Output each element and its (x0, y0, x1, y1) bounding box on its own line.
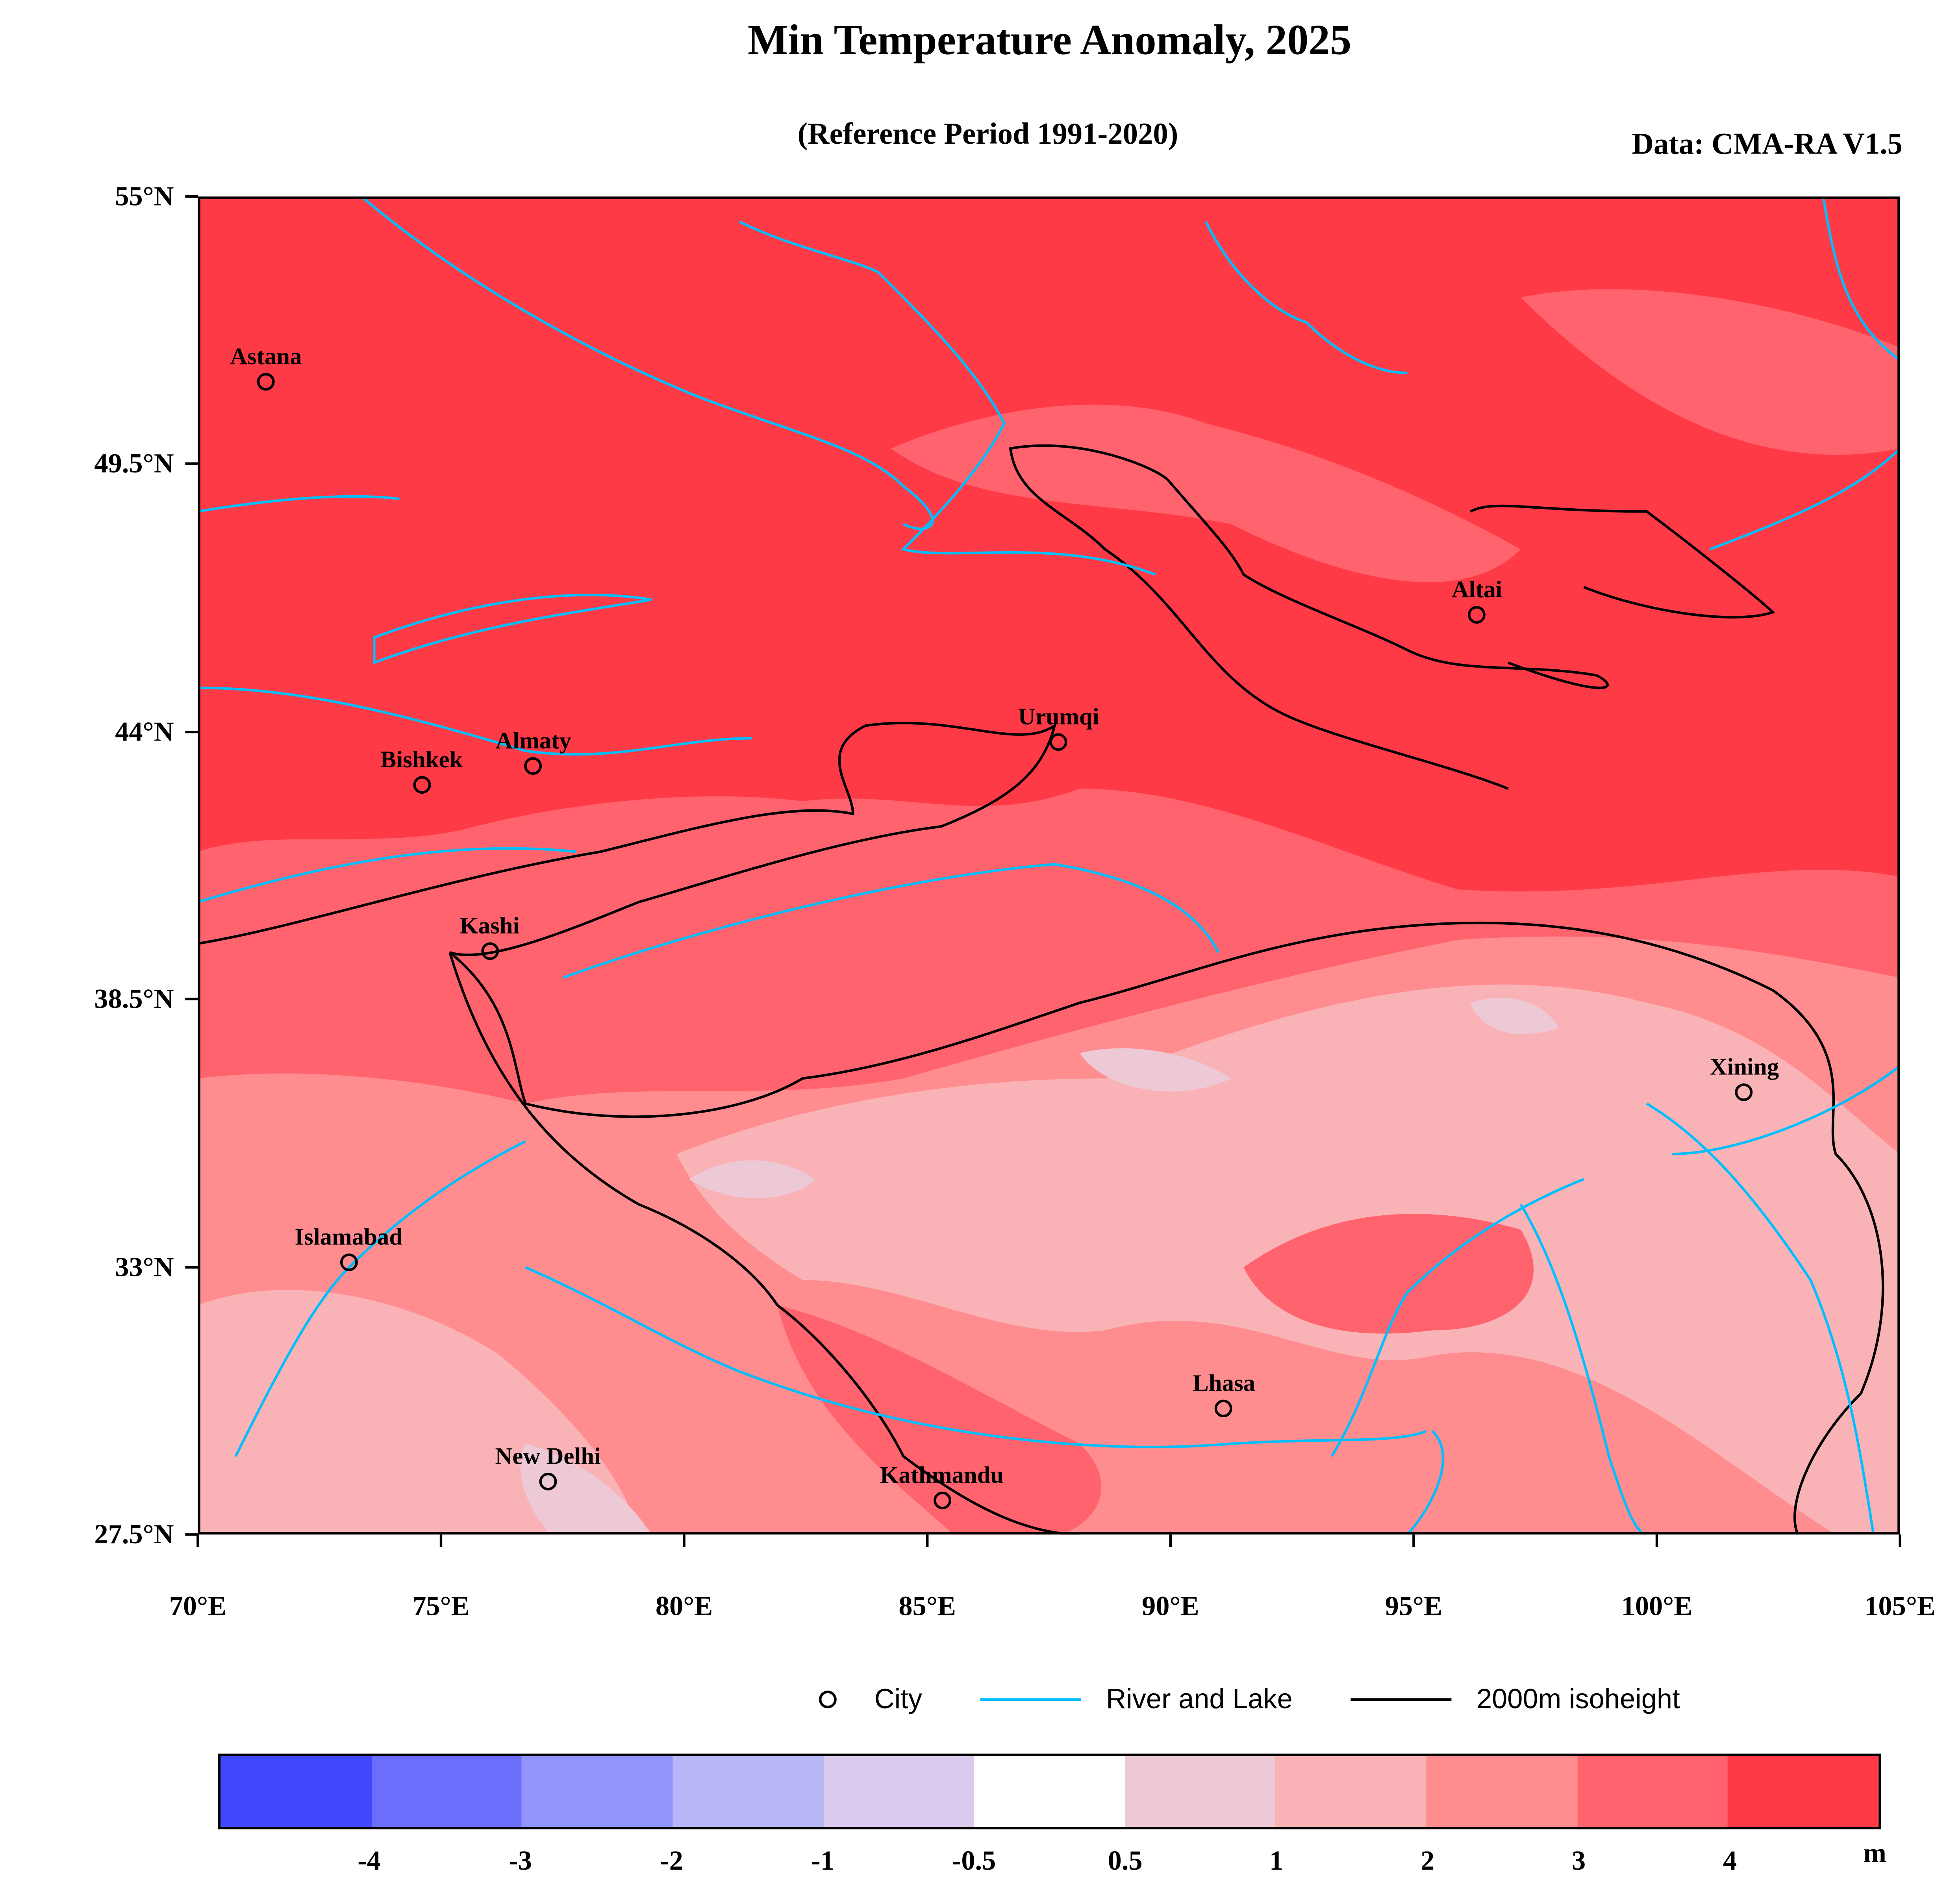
lat-tick-label: 27.5°N (94, 1518, 174, 1550)
colorbar-swatch (672, 1756, 824, 1827)
colorbar-tick-label: -1 (811, 1844, 834, 1876)
city-marker (539, 1472, 557, 1490)
lon-tick (926, 1534, 929, 1547)
colorbar-tick-label: 3 (1572, 1844, 1586, 1876)
colorbar-tick-label: 4 (1723, 1844, 1737, 1876)
colorbar-tick-label: -2 (660, 1844, 683, 1876)
lat-tick-label: 38.5°N (94, 983, 174, 1015)
lon-tick-label: 70°E (169, 1590, 227, 1622)
anomaly-region-1-2 (198, 984, 1900, 1535)
rivers-and-lakes (198, 196, 1900, 1535)
lat-tick-label: 44°N (115, 715, 174, 747)
legend-isoheight-label: 2000m isoheight (1476, 1683, 1680, 1715)
colorbar-tick-label: -0.5 (952, 1844, 996, 1876)
colorbar-swatch (1577, 1756, 1728, 1827)
lon-tick-label: 85°E (898, 1590, 956, 1622)
colorbar-tick-label: 2 (1421, 1844, 1435, 1876)
lat-tick-label: 55°N (115, 180, 174, 212)
city-label: Almaty (495, 728, 571, 755)
colorbar-tick-label: 0.5 (1108, 1844, 1143, 1876)
legend: City River and Lake 2000m isoheight (819, 1683, 1738, 1716)
lon-tick-label: 80°E (655, 1590, 713, 1622)
city-label: Xining (1710, 1054, 1779, 1081)
city-marker-icon (819, 1691, 837, 1709)
city-label: Astana (230, 343, 302, 370)
lat-tick (185, 195, 198, 198)
legend-river-label: River and Lake (1106, 1683, 1293, 1715)
isoheight-2000m (198, 444, 1884, 1535)
city-label: Kashi (459, 913, 520, 939)
data-source: Data: CMA-RA V1.5 (1632, 128, 1903, 161)
colorbar-swatch (371, 1756, 522, 1827)
lon-tick-label: 75°E (412, 1590, 470, 1622)
lon-tick-label: 100°E (1621, 1590, 1693, 1622)
lon-tick-label: 105°E (1864, 1590, 1936, 1622)
lon-tick-label: 90°E (1142, 1590, 1199, 1622)
lon-tick-label: 95°E (1385, 1590, 1443, 1622)
chart-subtitle: (Reference Period 1991-2020) (797, 118, 1178, 151)
lon-tick (1655, 1534, 1658, 1547)
lon-tick (1899, 1534, 1901, 1547)
colorbar-swatch (1728, 1756, 1879, 1827)
legend-city-label: City (874, 1683, 923, 1715)
anomaly-region-3-4-south (777, 1214, 1534, 1535)
colorbar-swatch (974, 1756, 1125, 1827)
colorbar-swatch (1275, 1756, 1426, 1827)
plot-frame (198, 196, 1900, 1535)
city-label: New Delhi (495, 1443, 601, 1470)
river-line-icon (980, 1698, 1081, 1701)
city-label: Lhasa (1193, 1370, 1256, 1397)
city-label: Kathmandu (880, 1463, 1004, 1489)
city-label: Bishkek (380, 747, 463, 774)
city-marker (339, 1253, 358, 1271)
city-marker (481, 942, 498, 960)
chart-title: Min Temperature Anomaly, 2025 (747, 17, 1352, 65)
lon-tick (1169, 1534, 1172, 1547)
city-label: Islamabad (295, 1224, 403, 1251)
lat-tick-label: 33°N (115, 1250, 174, 1282)
city-marker (1050, 732, 1068, 750)
lon-tick (439, 1534, 443, 1547)
city-marker (413, 776, 430, 794)
colorbar-swatch (823, 1756, 974, 1827)
lat-tick-label: 49.5°N (94, 448, 174, 480)
colorbar-swatch (1426, 1756, 1577, 1827)
lon-tick (683, 1534, 685, 1547)
colorbar-tick-label: -3 (509, 1844, 532, 1876)
colorbar-swatch (220, 1756, 371, 1827)
lat-tick (185, 998, 198, 1001)
legend-river: River and Lake (980, 1683, 1293, 1716)
city-marker (1468, 606, 1486, 624)
city-marker (1215, 1399, 1233, 1417)
city-marker (257, 372, 275, 391)
colorbar-tick-label: 1 (1269, 1844, 1284, 1876)
city-label: Urumqi (1018, 704, 1099, 730)
colorbar (218, 1754, 1881, 1829)
lat-tick (185, 730, 198, 733)
city-marker (933, 1491, 951, 1509)
lon-tick (196, 1534, 199, 1547)
lat-tick (185, 1265, 198, 1268)
colorbar-unit: m (1863, 1837, 1886, 1868)
isoheight-line-icon (1351, 1698, 1451, 1701)
colorbar-swatch (1125, 1756, 1276, 1827)
legend-city: City (819, 1683, 922, 1716)
anomaly-map (198, 196, 1900, 1535)
colorbar-swatch (522, 1756, 673, 1827)
lat-tick (185, 1533, 198, 1536)
legend-isoheight: 2000m isoheight (1351, 1683, 1680, 1716)
city-label: Altai (1451, 577, 1502, 604)
colorbar-tick-label: -4 (358, 1844, 381, 1876)
lon-tick (1412, 1534, 1415, 1547)
lat-tick (185, 463, 198, 466)
city-marker (524, 757, 543, 775)
city-marker (1735, 1083, 1753, 1101)
